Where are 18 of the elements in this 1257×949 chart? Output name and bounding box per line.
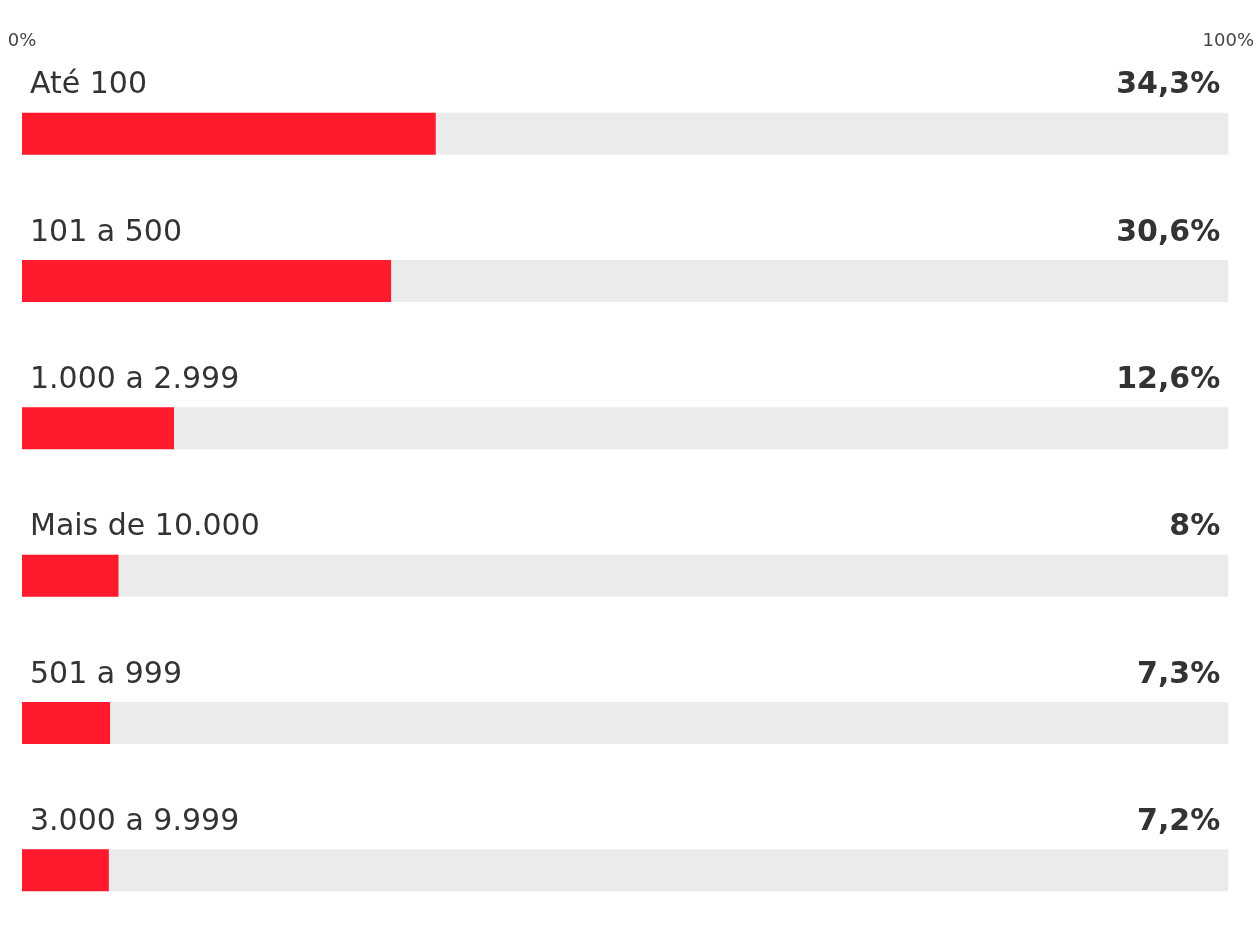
data-label: 8% [1169,507,1221,543]
y-tick-label: 3.000 a 9.999 [30,801,240,837]
y-tick-label: 501 a 999 [30,654,182,690]
y-tick-label: Até 100 [30,65,148,101]
data-label: 30,6% [1116,212,1221,248]
bar [22,554,119,597]
bar [22,407,174,450]
data-label: 7,3% [1137,654,1221,690]
x-tick-label: 0% [7,28,37,50]
y-tick-label: 101 a 500 [30,212,182,248]
y-tick-label: 1.000 a 2.999 [30,359,240,395]
bar [22,849,109,892]
data-label: 7,2% [1137,801,1221,837]
y-tick-label: Mais de 10.000 [30,507,260,543]
bar [22,702,111,744]
data-label: 12,6% [1116,359,1221,395]
x-tick-label: 100% [1202,28,1254,50]
data-label: 34,3% [1116,65,1221,101]
